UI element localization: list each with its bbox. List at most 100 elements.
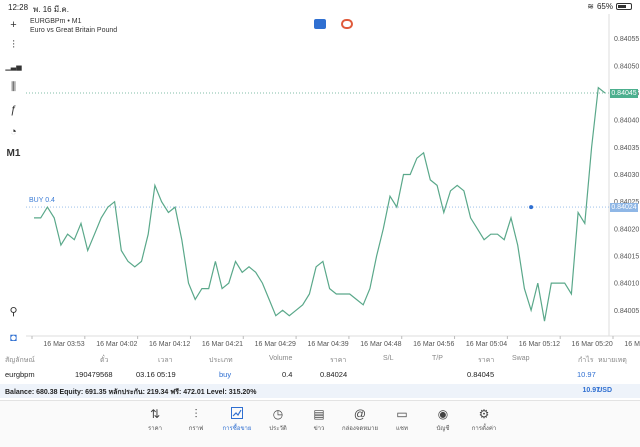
buy-button[interactable] xyxy=(341,19,353,29)
x-tick-label: 16 Mar 05:28 xyxy=(624,341,640,348)
y-tick-label: 0.84050 xyxy=(614,63,639,70)
chart-svg: 0.84055 0.84050 0.84045 0.84040 0.84035 0.840… xyxy=(26,14,640,348)
position-row[interactable]: eurgbpm 190479568 03.16 05:19 buy 0.4 0.… xyxy=(0,368,640,382)
function-icon[interactable]: ƒ xyxy=(10,103,17,116)
history-icon: ◷ xyxy=(272,407,284,421)
trade-icon xyxy=(217,407,257,421)
col-price: ราคา xyxy=(330,357,347,364)
col-profit: กำไร xyxy=(578,357,594,364)
x-tick-label: 16 Mar 04:56 xyxy=(413,341,454,348)
indicators-icon[interactable]: ▁▃▅ xyxy=(5,63,22,71)
account-currency: USD xyxy=(597,387,612,394)
timeframe-button[interactable]: M1 xyxy=(6,148,21,159)
buy-order-label: BUY 0.4 xyxy=(29,197,55,205)
tab-label: ข่าว xyxy=(313,426,325,432)
sell-button[interactable] xyxy=(314,19,326,29)
status-right: ≋ 65% xyxy=(587,2,632,11)
col-comment: หมายเหตุ xyxy=(598,357,627,364)
symbol-description: Euro vs Great Britain Pound xyxy=(30,27,118,34)
position-current-price: 0.84045 xyxy=(467,370,495,379)
tab-news[interactable]: ▤ ข่าว xyxy=(299,407,339,437)
total-profit: 10.97 xyxy=(582,387,600,394)
y-tick-label: 0.84015 xyxy=(614,253,639,260)
symbol-info: EURGBPm • M1 Euro vs Great Britain Pound xyxy=(30,17,117,35)
col-sl: S/L xyxy=(383,355,394,362)
x-tick-label: 16 Mar 04:39 xyxy=(307,341,348,348)
zoom-icon[interactable]: ⚲ xyxy=(9,306,18,318)
position-type: buy xyxy=(219,370,232,379)
col-volume: Volume xyxy=(269,355,293,362)
battery-fill xyxy=(618,5,626,8)
x-tick-label: 16 Mar 03:53 xyxy=(43,341,84,348)
position-ticket: 190479568 xyxy=(75,370,113,379)
candlestick-icon[interactable]: ⫶ xyxy=(12,39,15,51)
y-tick-label: 0.84020 xyxy=(614,226,639,233)
x-tick-label: 16 Mar 05:12 xyxy=(519,341,560,348)
crosshair-icon[interactable]: + xyxy=(10,18,17,31)
tab-account[interactable]: ◉ บัญชี xyxy=(423,407,463,437)
positions-header: สัญลักษณ์ ตั๋ว เวลา ประเภท Volume ราคา S… xyxy=(0,353,640,366)
position-open-price: 0.84024 xyxy=(320,370,348,379)
x-tick-label: 16 Mar 04:48 xyxy=(360,341,401,348)
order-price-tag: 0.84024 xyxy=(610,202,638,212)
col-price2: ราคา xyxy=(478,357,495,364)
tab-label: การตั้งค่า xyxy=(471,426,497,432)
balance-text: Balance: 680.38 Equity: 691.35 หลักประกั… xyxy=(5,389,257,396)
position-profit: 10.97 xyxy=(577,370,596,379)
tab-label: กราฟ xyxy=(188,426,204,432)
chat-icon: ▭ xyxy=(396,407,408,421)
shapes-icon[interactable]: ◔ xyxy=(10,125,17,138)
x-tick-label: 16 Mar 04:12 xyxy=(149,341,190,348)
col-ticket: ตั๋ว xyxy=(100,357,109,364)
symbol-name: EURGBPm • M1 xyxy=(30,18,82,25)
x-tick-label: 16 Mar 04:21 xyxy=(202,341,243,348)
tab-history[interactable]: ◷ ประวัติ xyxy=(258,407,298,437)
account-icon: ◉ xyxy=(437,407,449,421)
y-tick-label: 0.84040 xyxy=(614,118,639,125)
position-volume: 0.4 xyxy=(282,370,293,379)
tab-label: การซื้อขาย xyxy=(222,426,252,432)
current-price-tag: 0.84045 xyxy=(610,88,638,98)
x-tick-label: 16 Mar 04:02 xyxy=(96,341,137,348)
price-chart[interactable]: 0.84055 0.84050 0.84045 0.84040 0.84035 0.840… xyxy=(26,14,640,353)
chart-icon: ⫶ xyxy=(194,407,198,421)
y-tick-label: 0.84030 xyxy=(614,172,639,179)
tab-settings[interactable]: ⚙ การตั้งค่า xyxy=(464,407,504,437)
bottom-tab-bar: ⇅ ราคา ⫶ กราฟ การซื้อขาย ◷ ประวัติ ▤ ข่า… xyxy=(0,400,640,447)
x-tick-label: 16 Mar 04:29 xyxy=(255,341,296,348)
col-symbol: สัญลักษณ์ xyxy=(5,357,35,364)
settings-sliders-icon[interactable]: ⫼ xyxy=(10,81,17,93)
y-tick-label: 0.84055 xyxy=(614,36,639,43)
tab-mailbox[interactable]: @ กล่องจดหมาย xyxy=(340,407,380,437)
battery-percent: 65% xyxy=(596,2,613,11)
y-tick-label: 0.84035 xyxy=(614,145,639,152)
one-click-trading-icon[interactable]: ◘ xyxy=(10,331,17,344)
tab-chat[interactable]: ▭ แชท xyxy=(382,407,422,437)
wifi-icon: ≋ xyxy=(587,2,594,11)
y-tick-label: 0.84005 xyxy=(614,308,639,315)
settings-icon: ⚙ xyxy=(478,407,490,421)
battery-icon xyxy=(616,3,632,10)
order-marker xyxy=(529,205,534,210)
tab-label: บัญชี xyxy=(436,426,450,432)
mailbox-icon: @ xyxy=(353,407,367,421)
y-tick-label: 0.84010 xyxy=(614,281,639,288)
price-series-line xyxy=(34,86,606,322)
tab-label: แชท xyxy=(396,426,408,432)
news-icon: ▤ xyxy=(313,407,325,421)
col-tp: T/P xyxy=(432,355,443,362)
x-tick-label: 16 Mar 05:04 xyxy=(466,341,507,348)
tab-label: กล่องจดหมาย xyxy=(341,426,379,432)
date: พ. 16 มี.ค. xyxy=(33,5,69,14)
tab-trade[interactable]: การซื้อขาย xyxy=(217,407,257,437)
tab-chart[interactable]: ⫶ กราฟ xyxy=(176,407,216,437)
position-time: 03.16 05:19 xyxy=(136,370,176,379)
tab-label: ประวัติ xyxy=(269,426,287,432)
chart-toolbar: + ⫶ ▁▃▅ ⫼ ƒ ◔ M1 ⚲ ◘ xyxy=(0,14,26,344)
col-swap: Swap xyxy=(512,355,530,362)
col-time: เวลา xyxy=(158,357,173,364)
tab-quotes[interactable]: ⇅ ราคา xyxy=(135,407,175,437)
account-summary: Balance: 680.38 Equity: 691.35 หลักประกั… xyxy=(0,384,640,398)
clock: 12:28 xyxy=(8,3,29,12)
position-symbol: eurgbpm xyxy=(5,370,35,379)
